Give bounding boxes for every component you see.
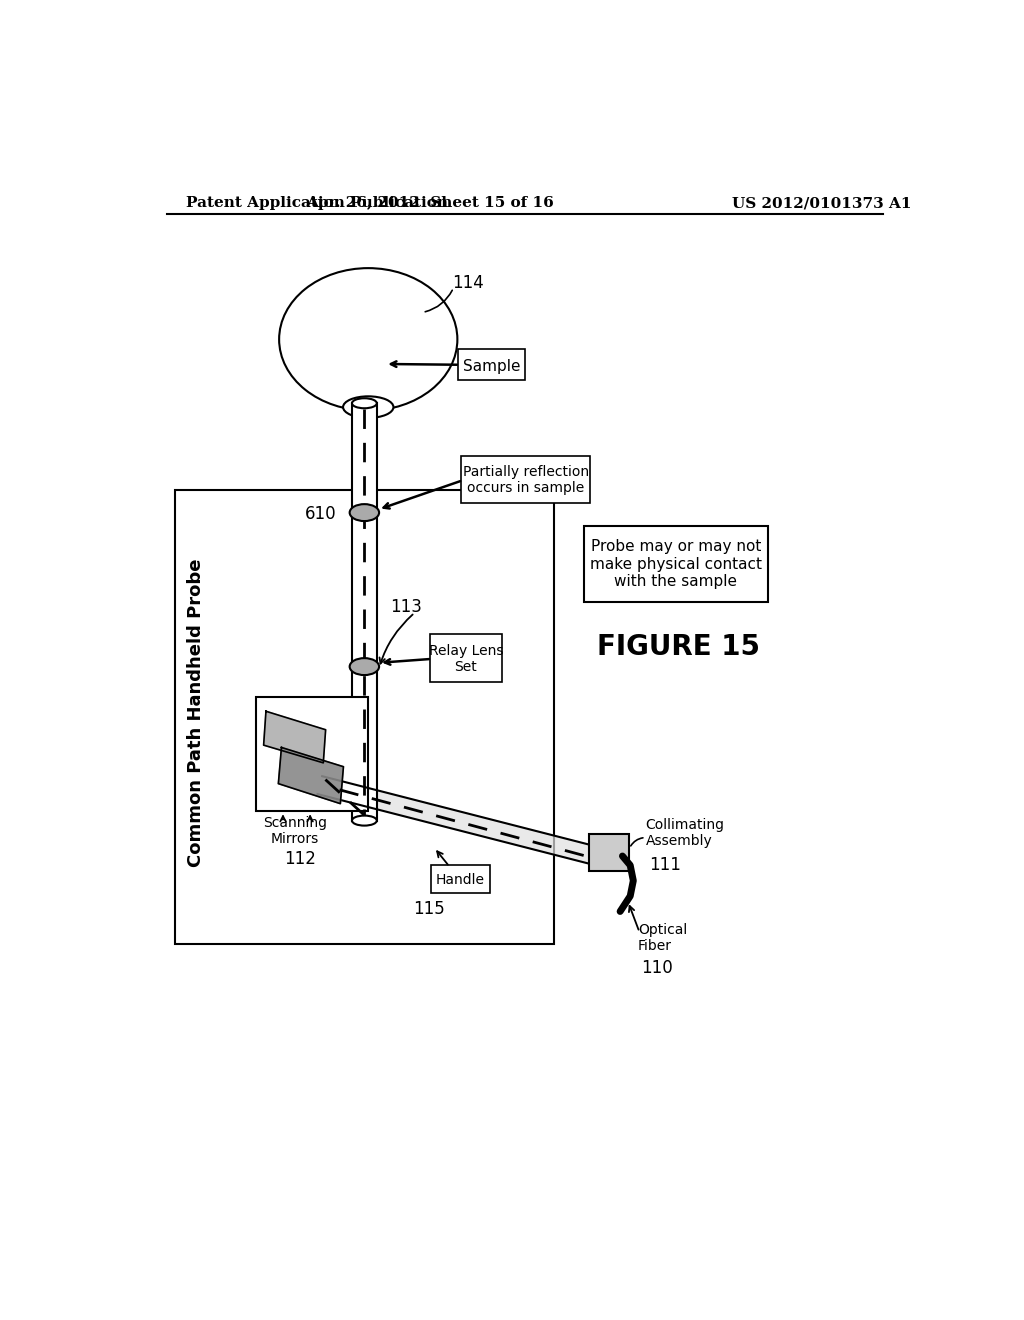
Text: Common Path Handheld Probe: Common Path Handheld Probe xyxy=(187,558,205,867)
Text: 115: 115 xyxy=(414,900,445,919)
Ellipse shape xyxy=(343,396,393,418)
Text: 113: 113 xyxy=(390,598,422,615)
Text: 112: 112 xyxy=(284,850,316,869)
FancyBboxPatch shape xyxy=(584,527,768,602)
Text: 114: 114 xyxy=(452,275,483,292)
Polygon shape xyxy=(279,747,343,804)
Text: Patent Application Publication: Patent Application Publication xyxy=(186,197,449,210)
Text: 110: 110 xyxy=(641,960,673,977)
Ellipse shape xyxy=(280,268,458,411)
Text: FIGURE 15: FIGURE 15 xyxy=(597,634,760,661)
Polygon shape xyxy=(317,776,616,870)
Bar xyxy=(174,490,554,944)
FancyBboxPatch shape xyxy=(431,866,489,892)
Text: Sample: Sample xyxy=(463,359,520,374)
Ellipse shape xyxy=(349,504,379,521)
Text: Handle: Handle xyxy=(436,873,485,887)
Text: Relay Lens
Set: Relay Lens Set xyxy=(429,644,503,675)
Bar xyxy=(256,697,369,812)
Text: Probe may or may not
make physical contact
with the sample: Probe may or may not make physical conta… xyxy=(590,540,762,589)
Bar xyxy=(352,404,377,821)
Bar xyxy=(589,834,630,871)
FancyBboxPatch shape xyxy=(461,455,590,503)
Ellipse shape xyxy=(349,659,379,675)
Ellipse shape xyxy=(352,399,377,408)
Text: 111: 111 xyxy=(649,857,681,874)
Polygon shape xyxy=(263,711,326,763)
Text: US 2012/0101373 A1: US 2012/0101373 A1 xyxy=(732,197,912,210)
Text: 610: 610 xyxy=(305,506,336,523)
Ellipse shape xyxy=(352,816,377,825)
Text: Optical
Fiber: Optical Fiber xyxy=(638,923,687,953)
FancyBboxPatch shape xyxy=(430,635,502,682)
FancyBboxPatch shape xyxy=(458,350,524,380)
Text: Partially reflection
occurs in sample: Partially reflection occurs in sample xyxy=(463,465,589,495)
Text: Scanning
Mirrors: Scanning Mirrors xyxy=(262,816,327,846)
Text: Apr. 26, 2012  Sheet 15 of 16: Apr. 26, 2012 Sheet 15 of 16 xyxy=(306,197,554,210)
Text: Collimating
Assembly: Collimating Assembly xyxy=(646,818,725,847)
